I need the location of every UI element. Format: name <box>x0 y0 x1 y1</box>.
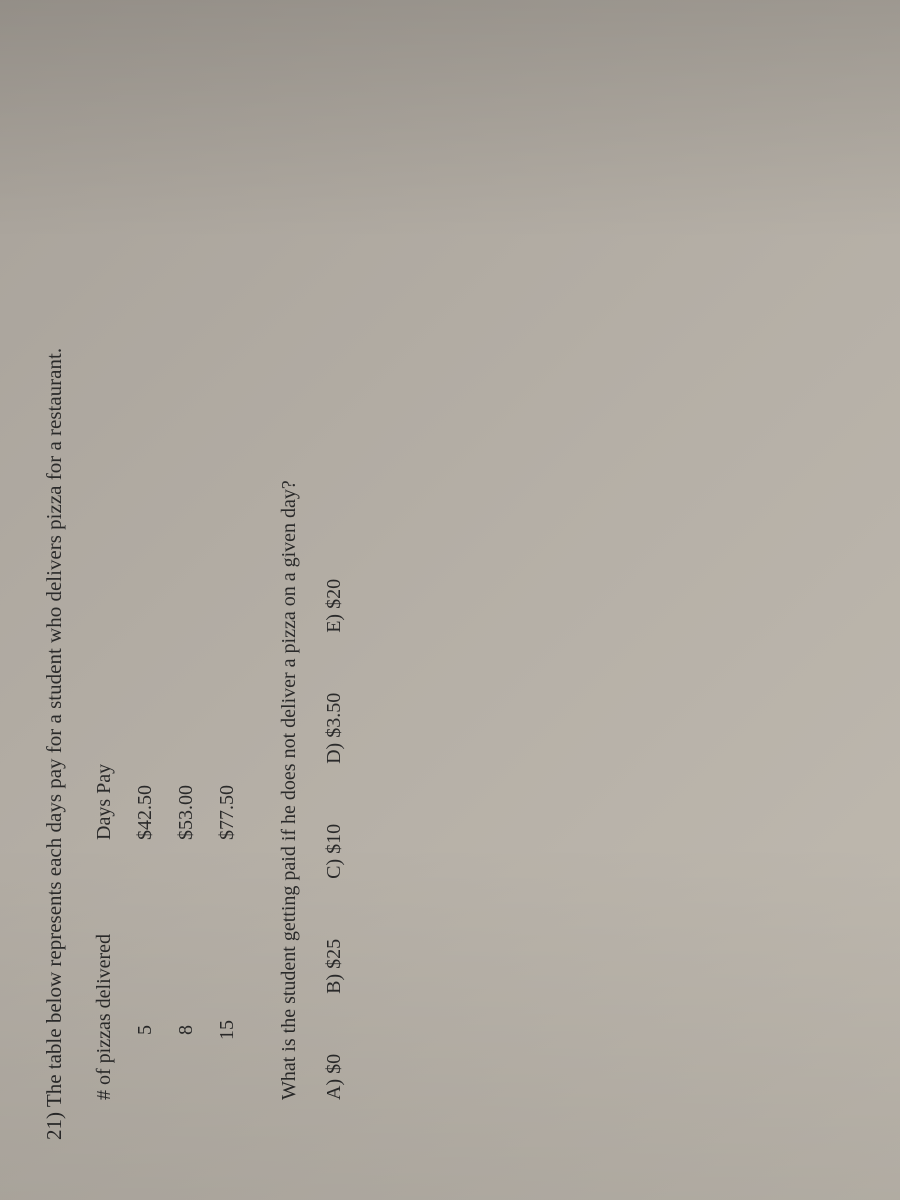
answer-value: $3.50 <box>323 693 345 738</box>
cell-pizzas: 8 <box>175 840 198 1100</box>
answer-label: C) <box>323 859 345 879</box>
table-row: 5 $42.50 <box>134 60 157 1100</box>
answer-value: $0 <box>323 1054 345 1074</box>
worksheet-page: 21) The table below represents each days… <box>0 0 900 1200</box>
cell-pizzas: 5 <box>134 840 157 1100</box>
header-pizzas: # of pizzas delivered <box>93 840 116 1100</box>
answer-option-a: A) $0 <box>323 1054 346 1100</box>
answer-option-d: D) $3.50 <box>323 693 346 764</box>
header-pay: Days Pay <box>93 640 116 840</box>
table-row: 8 $53.00 <box>175 60 198 1100</box>
answer-label: B) <box>323 974 345 994</box>
answer-label: E) <box>323 614 345 633</box>
cell-pizzas: 15 <box>216 840 239 1100</box>
answer-label: A) <box>323 1079 345 1100</box>
question-prompt: What is the student getting paid if he d… <box>275 60 303 1100</box>
answer-option-c: C) $10 <box>323 824 346 879</box>
answer-label: D) <box>323 743 345 764</box>
answer-value: $25 <box>323 939 345 969</box>
cell-pay: $77.50 <box>216 640 239 840</box>
question-number: 21) <box>42 1112 66 1140</box>
table-header-row: # of pizzas delivered Days Pay <box>93 60 116 1100</box>
question-body: The table below represents each days pay… <box>42 348 66 1107</box>
answer-option-e: E) $20 <box>323 579 346 633</box>
data-table: # of pizzas delivered Days Pay 5 $42.50 … <box>93 60 239 1100</box>
answer-value: $20 <box>323 579 345 609</box>
answer-option-b: B) $25 <box>323 939 346 994</box>
table-row: 15 $77.50 <box>216 60 239 1100</box>
cell-pay: $53.00 <box>175 640 198 840</box>
answer-value: $10 <box>323 824 345 854</box>
answer-choices: A) $0 B) $25 C) $10 D) $3.50 E) $20 <box>323 60 346 1100</box>
question-intro: 21) The table below represents each days… <box>40 60 69 1140</box>
cell-pay: $42.50 <box>134 640 157 840</box>
